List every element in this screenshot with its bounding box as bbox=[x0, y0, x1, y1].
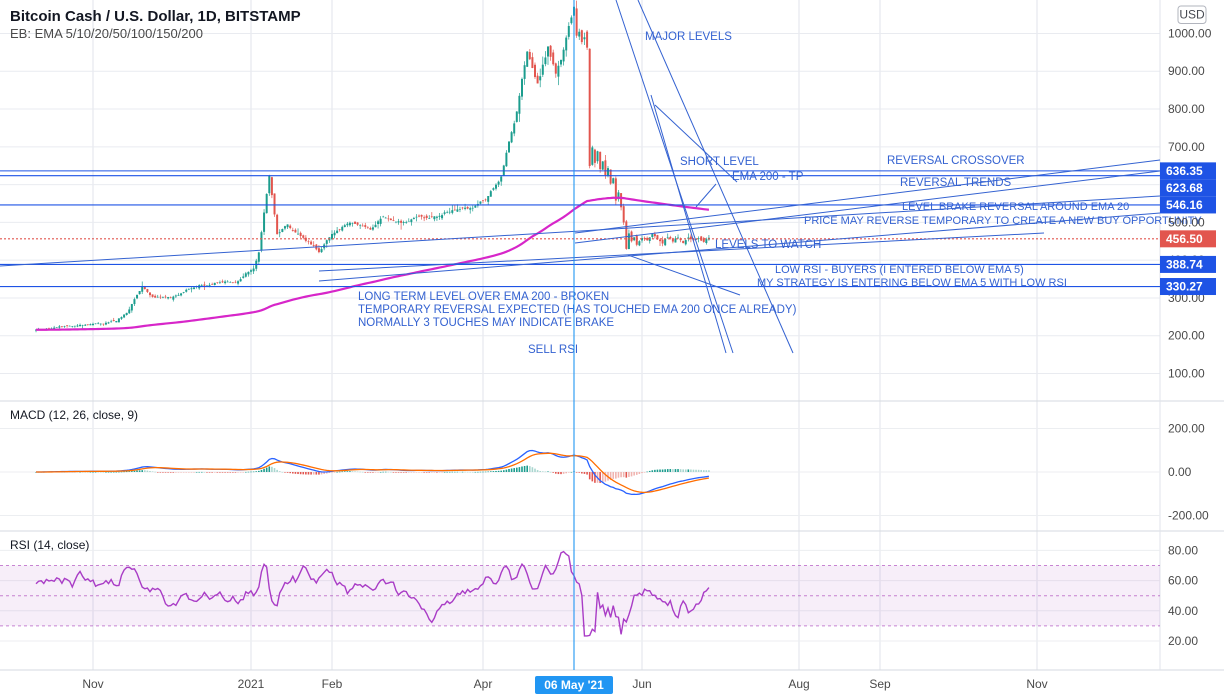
svg-text:TEMPORARY REVERSAL EXPECTED (H: TEMPORARY REVERSAL EXPECTED (HAS TOUCHED… bbox=[358, 304, 797, 316]
svg-text:388.74: 388.74 bbox=[1166, 257, 1203, 271]
svg-text:SHORT LEVEL: SHORT LEVEL bbox=[680, 156, 759, 168]
svg-text:MACD (12, 26, close, 9): MACD (12, 26, close, 9) bbox=[10, 408, 138, 422]
svg-text:LEVELS TO WATCH: LEVELS TO WATCH bbox=[715, 239, 821, 251]
svg-text:MAJOR LEVELS: MAJOR LEVELS bbox=[645, 31, 732, 43]
svg-text:Aug: Aug bbox=[788, 677, 809, 691]
svg-text:EB: EMA 5/10/20/50/100/150/200: EB: EMA 5/10/20/50/100/150/200 bbox=[10, 26, 203, 41]
svg-text:500.00: 500.00 bbox=[1168, 215, 1205, 229]
svg-text:800.00: 800.00 bbox=[1168, 102, 1205, 116]
svg-text:546.16: 546.16 bbox=[1166, 198, 1203, 212]
svg-text:200.00: 200.00 bbox=[1168, 329, 1205, 343]
svg-text:MY STRATEGY IS ENTERING BELOW: MY STRATEGY IS ENTERING BELOW EMA 5 WITH… bbox=[757, 277, 1067, 289]
svg-text:-200.00: -200.00 bbox=[1168, 508, 1209, 522]
svg-text:PRICE MAY REVERSE TEMPORARY TO: PRICE MAY REVERSE TEMPORARY TO CREATE A … bbox=[804, 215, 1202, 227]
svg-text:100.00: 100.00 bbox=[1168, 367, 1205, 381]
svg-text:RSI (14, close): RSI (14, close) bbox=[10, 538, 89, 552]
svg-text:LONG TERM LEVEL OVER EMA 200 -: LONG TERM LEVEL OVER EMA 200 - BROKEN bbox=[358, 291, 609, 303]
svg-text:Apr: Apr bbox=[474, 677, 493, 691]
svg-text:SELL RSI: SELL RSI bbox=[528, 344, 578, 356]
svg-text:60.00: 60.00 bbox=[1168, 574, 1198, 588]
svg-text:2021: 2021 bbox=[238, 677, 265, 691]
svg-text:200.00: 200.00 bbox=[1168, 422, 1205, 436]
svg-text:330.27: 330.27 bbox=[1166, 280, 1203, 294]
svg-text:700.00: 700.00 bbox=[1168, 140, 1205, 154]
svg-text:Jun: Jun bbox=[632, 677, 651, 691]
svg-text:Nov: Nov bbox=[82, 677, 103, 691]
svg-text:80.00: 80.00 bbox=[1168, 543, 1198, 557]
svg-text:40.00: 40.00 bbox=[1168, 604, 1198, 618]
svg-text:900.00: 900.00 bbox=[1168, 64, 1205, 78]
svg-text:Bitcoin Cash / U.S. Dollar, 1D: Bitcoin Cash / U.S. Dollar, 1D, BITSTAMP bbox=[10, 8, 301, 25]
svg-text:Feb: Feb bbox=[322, 677, 343, 691]
svg-text:623.68: 623.68 bbox=[1166, 181, 1203, 195]
svg-text:REVERSAL CROSSOVER: REVERSAL CROSSOVER bbox=[887, 155, 1025, 167]
svg-text:20.00: 20.00 bbox=[1168, 634, 1198, 648]
svg-text:06 May '21: 06 May '21 bbox=[544, 678, 604, 692]
svg-text:Sep: Sep bbox=[869, 677, 891, 691]
svg-text:NORMALLY 3 TOUCHES MAY INDICAT: NORMALLY 3 TOUCHES MAY INDICATE BRAKE bbox=[358, 317, 614, 329]
svg-text:1000.00: 1000.00 bbox=[1168, 26, 1212, 40]
svg-text:Nov: Nov bbox=[1026, 677, 1047, 691]
svg-text:REVERSAL TRENDS: REVERSAL TRENDS bbox=[900, 177, 1012, 189]
svg-text:0.00: 0.00 bbox=[1168, 465, 1192, 479]
svg-text:456.50: 456.50 bbox=[1166, 232, 1203, 246]
svg-text:LOW RSI - BUYERS (I ENTERED BE: LOW RSI - BUYERS (I ENTERED BELOW EMA 5) bbox=[775, 264, 1024, 276]
svg-text:LEVEL BRAKE REVERSAL AROUND EM: LEVEL BRAKE REVERSAL AROUND EMA 20 bbox=[902, 201, 1129, 213]
svg-text:636.35: 636.35 bbox=[1166, 164, 1203, 178]
svg-text:USD: USD bbox=[1179, 8, 1205, 22]
svg-text:EMA 200 - TP: EMA 200 - TP bbox=[732, 171, 804, 183]
